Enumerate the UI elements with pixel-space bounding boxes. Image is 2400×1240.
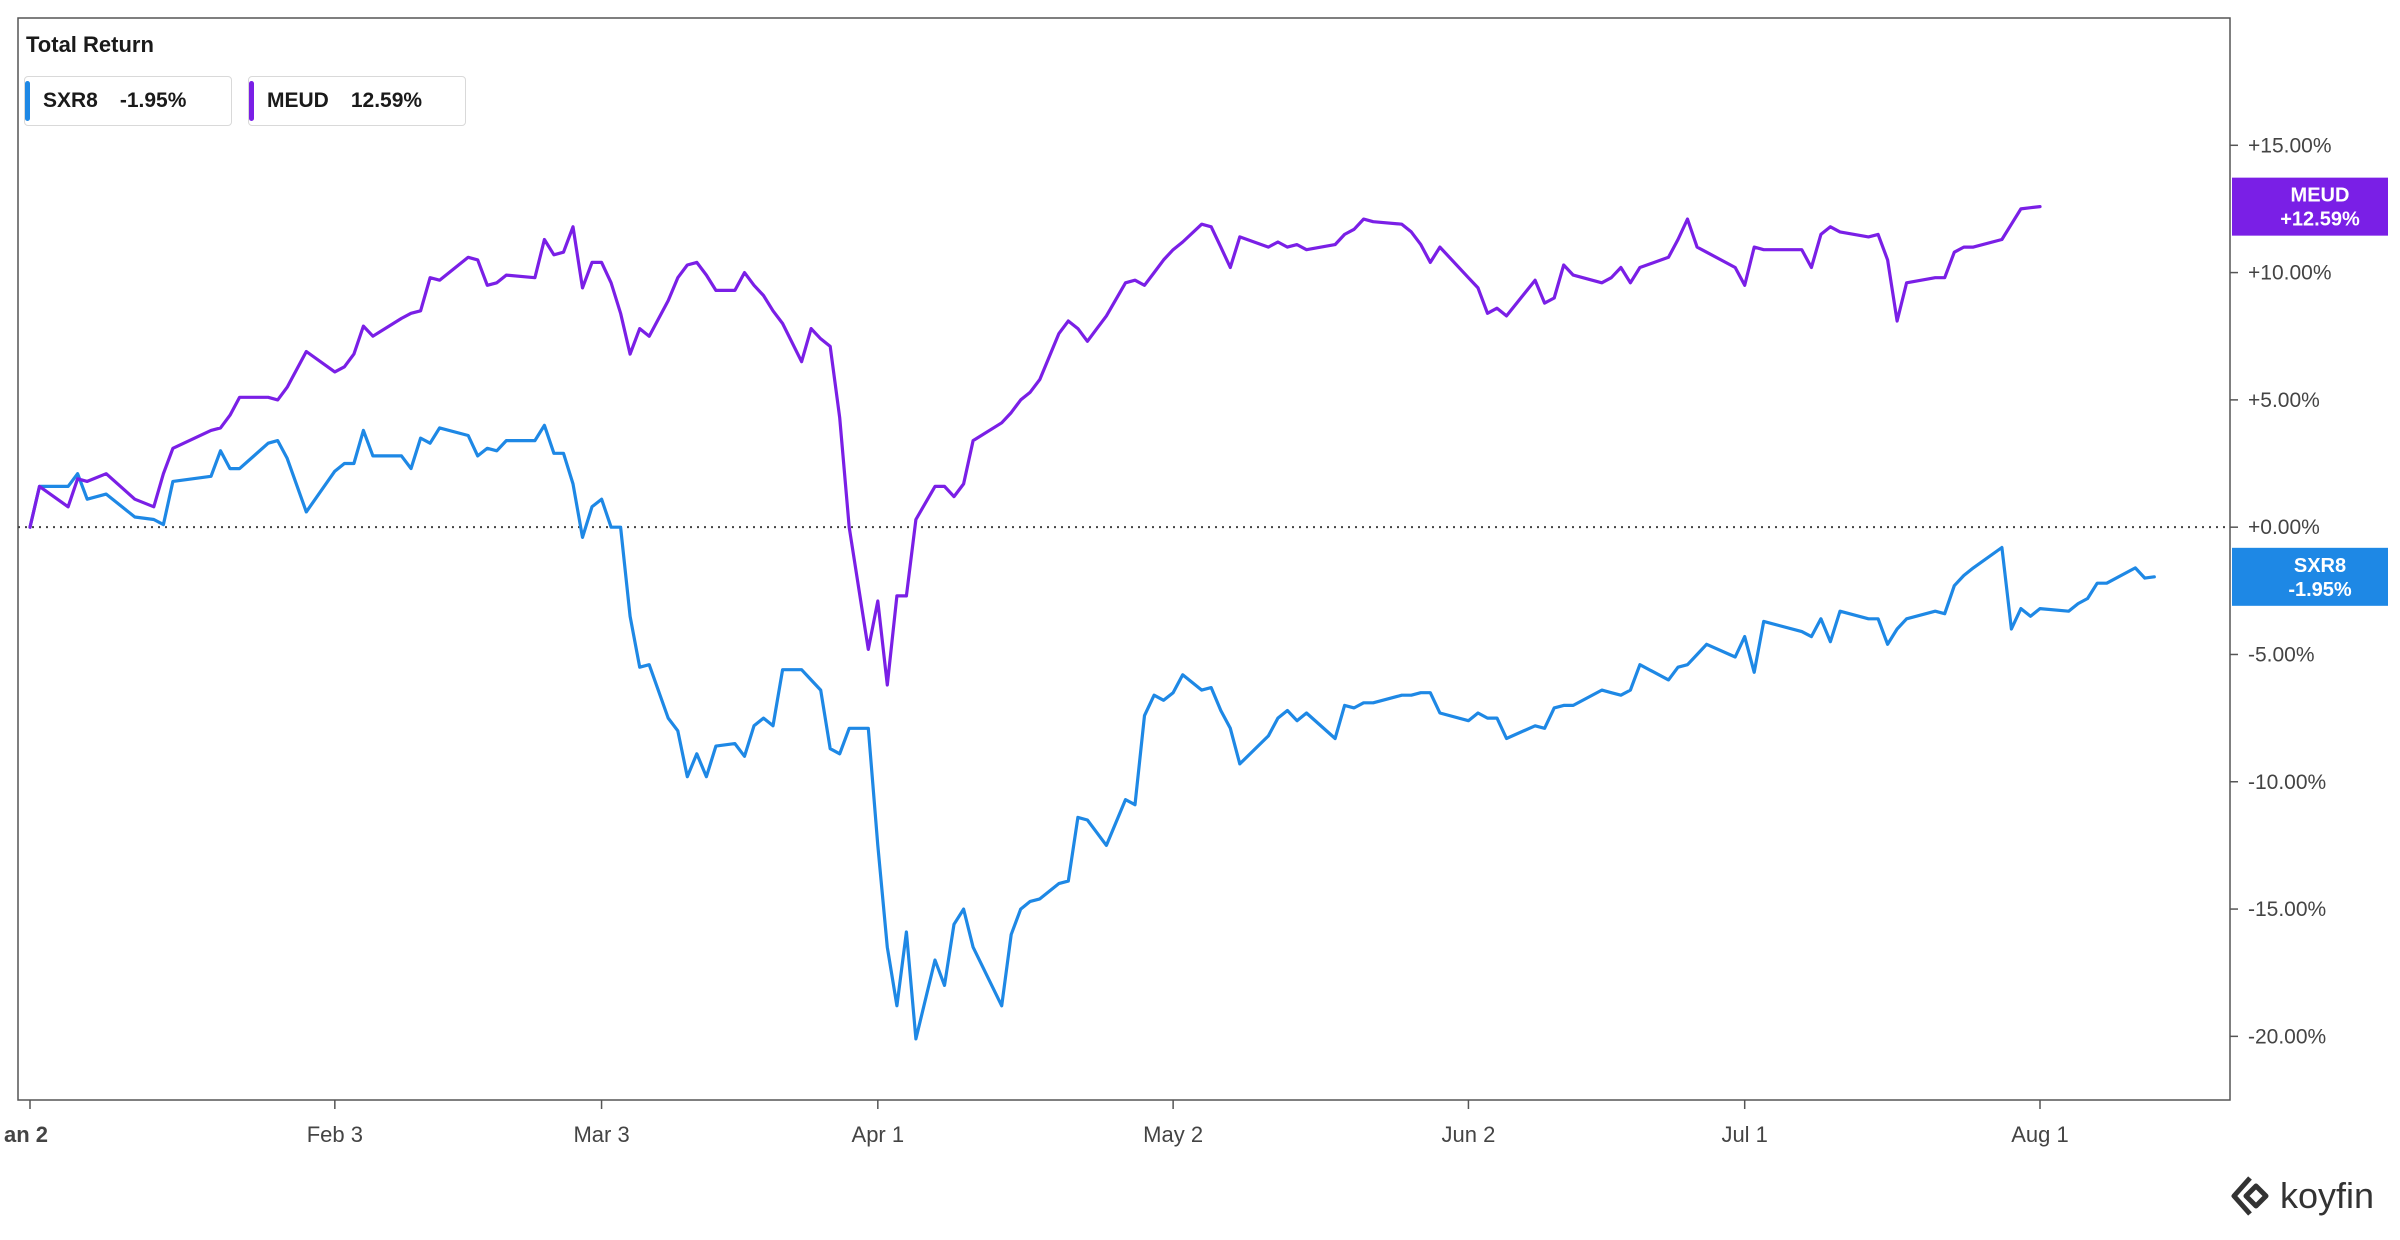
x-axis-tick-label: Jul 1 [1721, 1122, 1767, 1147]
legend-color-swatch [249, 81, 254, 121]
chart-title: Total Return [26, 32, 154, 57]
x-axis-tick-label: Feb 3 [307, 1122, 363, 1147]
y-axis-tick-label: +15.00% [2248, 134, 2332, 157]
legend-series-value: 12.59% [350, 89, 423, 112]
end-value-badge-value: -1.95% [2288, 579, 2352, 601]
y-axis-tick-label: -10.00% [2248, 771, 2326, 794]
x-axis-tick-label: Apr 1 [852, 1122, 905, 1147]
brand-name: koyfin [2279, 1175, 2374, 1216]
end-value-badge-name: SXR8 [2294, 555, 2346, 577]
end-value-badge-value: +12.59% [2280, 209, 2360, 231]
y-axis-tick-label: +0.00% [2248, 516, 2320, 539]
y-axis-tick-label: -5.00% [2248, 643, 2315, 666]
end-value-badge-name: MEUD [2291, 185, 2350, 207]
x-axis-tick-label: Jun 2 [1442, 1122, 1496, 1147]
y-axis-tick-label: +5.00% [2248, 389, 2320, 412]
y-axis-tick-label: -20.00% [2248, 1025, 2326, 1048]
plot-area-border [17, 17, 2231, 1101]
x-axis-tick-label: an 2 [4, 1122, 48, 1147]
legend-series-name: MEUD [267, 89, 329, 112]
legend-item-sxr8[interactable]: SXR8 -1.95% [24, 76, 232, 126]
series-line-sxr8[interactable] [28, 423, 2156, 1041]
legend-color-swatch [25, 81, 30, 121]
koyfin-logo-icon [2231, 1176, 2269, 1216]
end-value-badge-meud [2232, 177, 2388, 236]
legend-series-name: SXR8 [43, 89, 98, 112]
y-axis-tick-label: +10.00% [2248, 262, 2332, 285]
x-axis-tick-label: Aug 1 [2011, 1122, 2069, 1147]
y-axis-tick-label: -15.00% [2248, 898, 2326, 921]
x-axis-tick-label: Mar 3 [573, 1122, 629, 1147]
x-axis-tick-label: May 2 [1143, 1122, 1203, 1147]
series-line-meud[interactable] [28, 205, 2042, 687]
legend-series-value: -1.95% [119, 89, 187, 112]
end-value-badge-sxr8 [2232, 547, 2388, 606]
brand-logo: koyfin [2228, 1174, 2374, 1218]
legend-item-meud[interactable]: MEUD 12.59% [248, 76, 466, 126]
